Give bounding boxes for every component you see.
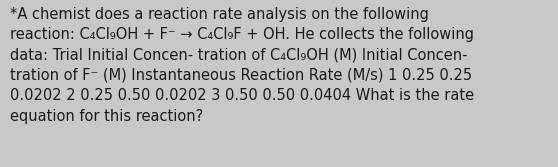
Text: *A chemist does a reaction rate analysis on the following
reaction: C₄Cl₉OH + F⁻: *A chemist does a reaction rate analysis… <box>10 7 474 124</box>
